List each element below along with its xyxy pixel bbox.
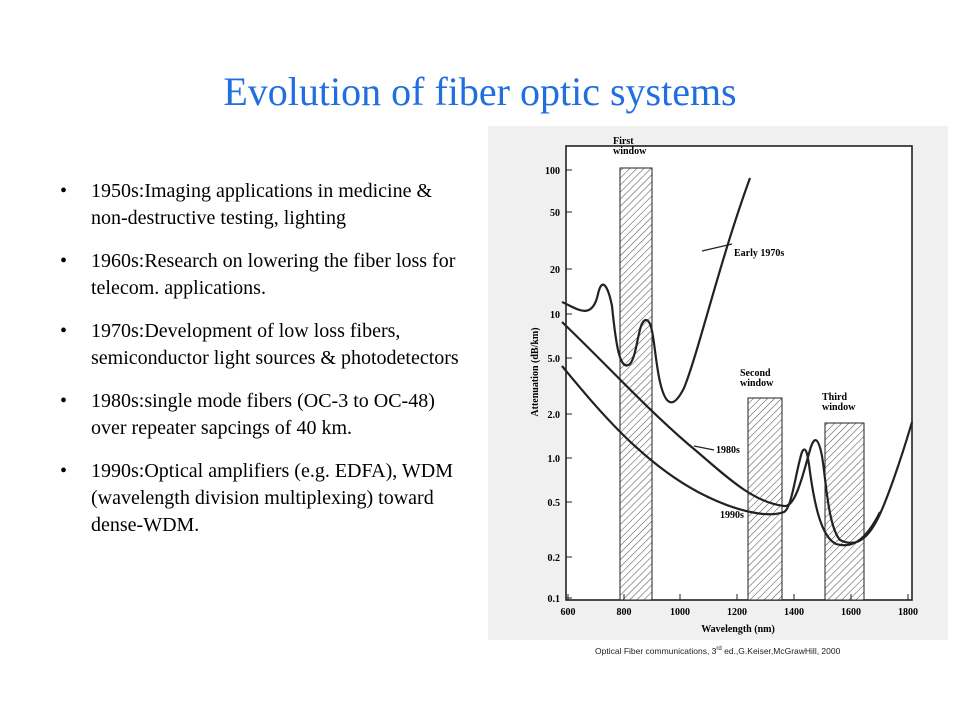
caption-superscript: rd — [716, 646, 722, 652]
bullet-text: 1990s:Optical amplifiers (e.g. EDFA), WD… — [91, 460, 453, 536]
x-axis-label: Wavelength (nm) — [701, 624, 775, 635]
second-window-bar — [747, 397, 783, 601]
caption-text: Optical Fiber communications, 3 — [595, 645, 717, 656]
bullet-dot: • — [60, 180, 68, 202]
y-tick-labels: 100 50 20 10 5.0 2.0 1.0 0.5 0.2 0.1 — [545, 166, 560, 605]
1980s-curve — [561, 321, 914, 544]
bullet-text: 1980s:single mode fibers (OC-3 to OC-48)… — [91, 390, 435, 439]
bullet-dot: • — [60, 250, 68, 272]
y-tick-label: 50 — [550, 208, 560, 219]
y-tick-label: 5.0 — [548, 354, 561, 365]
figure-caption: Optical Fiber communications, 3rd ed.,G.… — [595, 644, 915, 657]
bullet-item: • 1950s:Imaging applications in medicine … — [58, 178, 468, 232]
bullet-item: • 1980s:single mode fibers (OC-3 to OC-48… — [58, 388, 468, 442]
x-tick-marks — [567, 594, 909, 600]
bullet-item: • 1970s:Development of low loss fibers, s… — [58, 318, 468, 372]
x-tick-labels: 600 800 1000 1200 1400 1600 1800 — [561, 607, 919, 618]
bullet-item: • 1990s:Optical amplifiers (e.g. EDFA), W… — [58, 458, 468, 539]
early-1970s-curve — [561, 177, 752, 404]
x-tick-label: 1000 — [670, 607, 690, 618]
x-tick-label: 1800 — [898, 607, 918, 618]
early-1970s-label: Early 1970s — [734, 248, 784, 259]
attenuation-chart: First window Second window Third window 100… — [530, 136, 919, 635]
1980s-pointer — [693, 445, 715, 451]
y-tick-label: 0.5 — [548, 498, 561, 509]
y-tick-label: 0.2 — [548, 553, 561, 564]
1990s-curve — [561, 365, 881, 547]
bullet-dot: • — [60, 320, 68, 342]
third-window-label: Third window — [822, 392, 856, 413]
slide-title: Evolution of fiber optic systems — [223, 69, 737, 114]
1980s-label: 1980s — [716, 445, 740, 456]
y-tick-label: 20 — [550, 265, 560, 276]
first-window-label: First window — [613, 136, 647, 157]
y-tick-marks — [566, 169, 572, 599]
x-tick-label: 800 — [617, 607, 632, 618]
y-tick-label: 1.0 — [548, 454, 561, 465]
y-tick-label: 100 — [545, 166, 560, 177]
1990s-label: 1990s — [720, 510, 744, 521]
bullet-text: 1950s:Imaging applications in medicine &… — [91, 180, 433, 229]
y-tick-label: 2.0 — [548, 410, 561, 421]
x-tick-label: 600 — [561, 607, 576, 618]
attenuation-figure: First window Second window Third window 100… — [488, 126, 948, 640]
y-tick-label: 0.1 — [548, 594, 561, 605]
y-tick-label: 10 — [550, 310, 560, 321]
second-window-label: Second window — [740, 368, 774, 389]
bullet-text: 1960s:Research on lowering the fiber los… — [91, 250, 456, 299]
y-axis-label: Attenuation (dB/km) — [530, 327, 541, 416]
bullet-item: • 1960s:Research on lowering the fiber lo… — [58, 248, 468, 302]
bullet-dot: • — [60, 390, 68, 412]
caption-text-rest: ed.,G.Keiser,McGrawHill, 2000 — [721, 645, 841, 656]
x-tick-label: 1400 — [784, 607, 804, 618]
third-window-bar — [824, 422, 865, 601]
x-tick-label: 1200 — [727, 607, 747, 618]
bullet-text: 1970s:Development of low loss fibers, se… — [91, 320, 459, 369]
early-1970s-pointer — [701, 243, 733, 252]
bullet-list: • 1950s:Imaging applications in medicine … — [58, 178, 468, 555]
bullet-dot: • — [60, 460, 68, 482]
x-tick-label: 1600 — [841, 607, 861, 618]
